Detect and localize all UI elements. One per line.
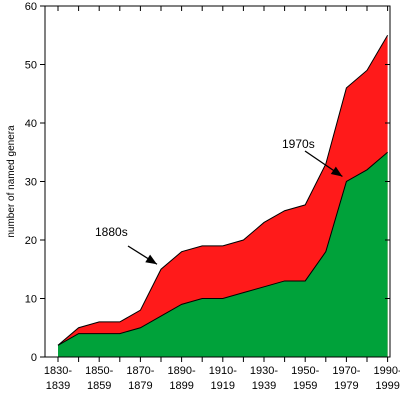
x-tick-label: 1950-1959 xyxy=(291,365,319,392)
plot-areas xyxy=(57,34,389,357)
y-tick-label: 30 xyxy=(25,177,37,189)
x-tick-label: 1910-1919 xyxy=(209,365,237,392)
x-tick-label: 1850-1859 xyxy=(85,365,113,392)
y-tick-label: 50 xyxy=(25,60,37,72)
annotation-label: 1970s xyxy=(282,137,315,151)
series-line-0 xyxy=(57,151,388,346)
y-tick-label: 20 xyxy=(25,235,37,247)
x-tick-label: 1830-1839 xyxy=(44,365,72,392)
y-tick-label: 60 xyxy=(25,1,37,13)
y-tick-label: 10 xyxy=(25,294,37,306)
annotations: 1880s 1970s xyxy=(95,137,343,265)
x-tick-label: 1890-1899 xyxy=(168,365,196,392)
annotation-arrowhead xyxy=(145,254,157,265)
annotation-label: 1880s xyxy=(95,225,128,239)
series-area-1 xyxy=(58,35,388,357)
annotation-arrowhead xyxy=(330,166,343,177)
y-tick-label: 40 xyxy=(25,118,37,130)
x-tick-label: 1970-1979 xyxy=(332,365,360,392)
x-tick-label: 1870-1879 xyxy=(126,365,154,392)
series-line-1 xyxy=(57,34,389,346)
y-axis: 0 10 20 30 40 50 60 xyxy=(25,1,390,364)
series-area-0 xyxy=(58,152,388,357)
y-tick-label: 0 xyxy=(31,352,37,364)
y-axis-title: number of named genera xyxy=(6,125,17,238)
x-axis: 1830-1839 1850-1859 1870-1879 1890-1899 1910… xyxy=(44,6,400,392)
x-tick-label: 1990-1999 xyxy=(374,365,400,392)
x-tick-label: 1930-1939 xyxy=(250,365,278,392)
